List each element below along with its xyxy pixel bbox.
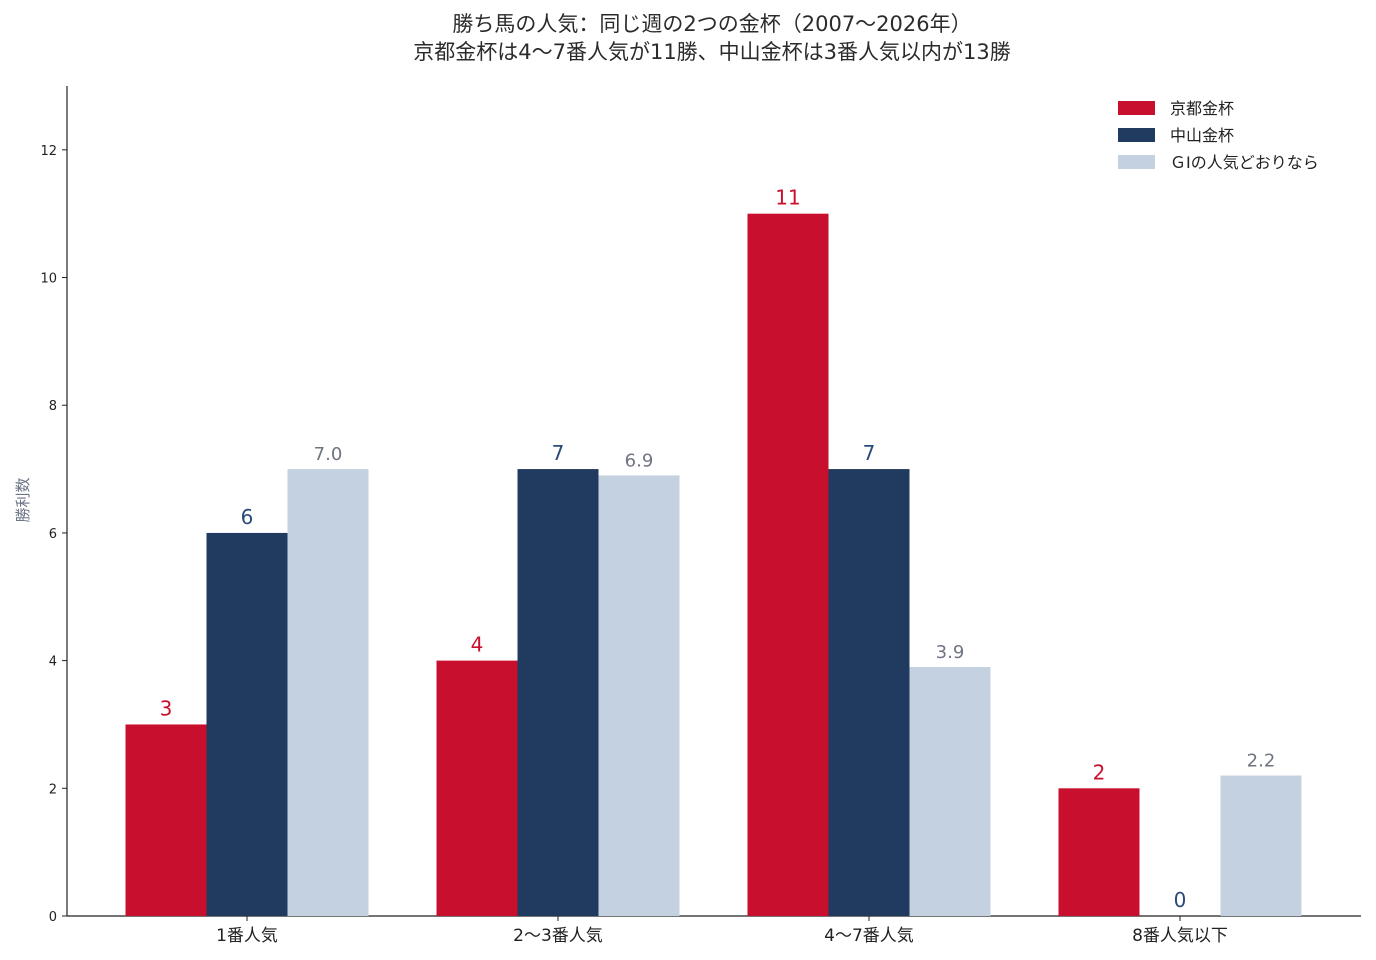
chart-title-line-1: 勝ち馬の人気：同じ週の2つの金杯（2007〜2026年） <box>452 12 971 36</box>
chart-title-line-2: 京都金杯は4〜7番人気が11勝、中山金杯は3番人気以内が13勝 <box>413 40 1011 64</box>
y-tick-label: 2 <box>49 782 57 797</box>
bar <box>1220 775 1302 916</box>
y-tick-label: 0 <box>49 910 57 925</box>
x-tick-label: 8番人気以下 <box>1132 926 1228 946</box>
bar <box>1058 788 1140 916</box>
bar <box>287 469 369 916</box>
data-label: 2 <box>1093 760 1106 784</box>
x-axis-ticks: 1番人気 2〜3番人気 4〜7番人気 8番人気以下 <box>216 916 1228 946</box>
bar <box>747 213 829 916</box>
legend-swatch <box>1118 128 1155 142</box>
bar <box>125 724 207 916</box>
x-tick-label: 4〜7番人気 <box>824 926 914 946</box>
data-label: 6 <box>241 505 254 529</box>
data-label: 3.9 <box>936 642 965 663</box>
value-labels: 3 4 11 2 6 7 7 0 7.0 6.9 3.9 2.2 <box>160 186 1276 912</box>
legend-label: ＧⅠの人気どおりなら <box>1170 153 1319 172</box>
y-tick-label: 6 <box>49 527 57 542</box>
legend-label: 中山金杯 <box>1170 126 1234 145</box>
data-label: 2.2 <box>1247 751 1276 772</box>
bar <box>828 469 910 916</box>
chart-title: 勝ち馬の人気：同じ週の2つの金杯（2007〜2026年） 京都金杯は4〜7番人気… <box>413 12 1011 64</box>
y-tick-label: 12 <box>40 144 57 159</box>
y-axis-label: 勝利数 <box>14 477 32 522</box>
bars <box>125 213 1302 916</box>
x-tick-label: 1番人気 <box>216 926 278 946</box>
y-tick-label: 10 <box>40 272 57 287</box>
bar <box>909 667 991 916</box>
data-label: 7 <box>552 441 565 465</box>
data-label: 7 <box>863 441 876 465</box>
legend-swatch <box>1118 101 1155 115</box>
data-label: 3 <box>160 696 173 720</box>
y-tick-label: 4 <box>49 655 57 670</box>
legend-label: 京都金杯 <box>1170 99 1234 118</box>
x-tick-label: 2〜3番人気 <box>513 926 603 946</box>
bar <box>436 660 518 916</box>
data-label: 6.9 <box>625 450 654 471</box>
bar <box>517 469 599 916</box>
bar <box>206 532 288 916</box>
data-label: 11 <box>775 186 800 210</box>
data-label: 4 <box>471 633 484 657</box>
data-label: 0 <box>1174 888 1187 912</box>
data-label: 7.0 <box>314 444 343 465</box>
y-axis-ticks: 0 2 4 6 8 10 12 <box>40 144 67 925</box>
bar <box>598 475 680 916</box>
legend-swatch <box>1118 155 1155 169</box>
y-tick-label: 8 <box>49 399 57 414</box>
